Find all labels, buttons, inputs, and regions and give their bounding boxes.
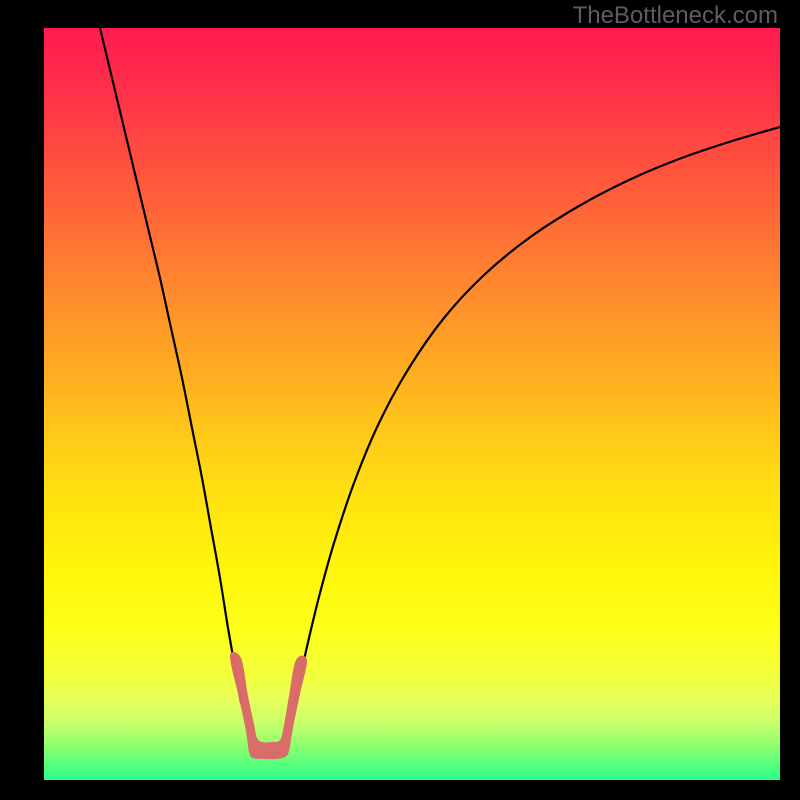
frame-right — [780, 0, 800, 800]
frame-left — [0, 0, 44, 800]
frame-bottom — [0, 780, 800, 800]
watermark: TheBottleneck.com — [573, 2, 778, 30]
chart-svg — [0, 0, 800, 800]
plot-area — [44, 28, 780, 780]
gradient-background — [44, 28, 780, 780]
